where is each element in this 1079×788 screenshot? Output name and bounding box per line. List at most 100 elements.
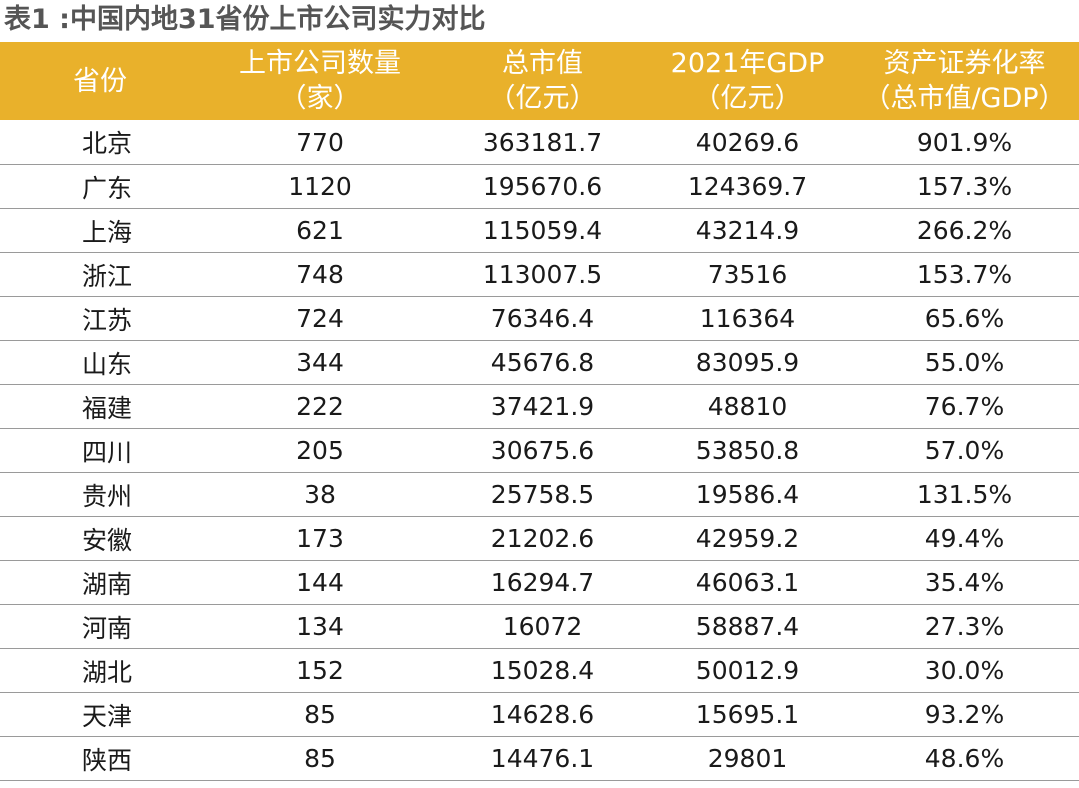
cell-market-cap: 14476.1 — [440, 736, 645, 781]
cell-province: 北京 — [0, 120, 200, 165]
cell-securitization-rate: 65.6% — [850, 296, 1079, 341]
cell-company-count: 152 — [200, 648, 440, 693]
cell-company-count: 85 — [200, 692, 440, 737]
cell-market-cap: 16072 — [440, 604, 645, 649]
cell-securitization-rate: 55.0% — [850, 340, 1079, 385]
cell-gdp: 15695.1 — [645, 692, 850, 737]
cell-company-count: 1120 — [200, 164, 440, 209]
cell-securitization-rate: 153.7% — [850, 252, 1079, 297]
cell-province: 广东 — [0, 164, 200, 209]
table-row: 北京 770 363181.7 40269.6 901.9% — [0, 120, 1079, 165]
header-company-count-unit: （家） — [279, 83, 361, 114]
cell-province: 贵州 — [0, 472, 200, 517]
cell-market-cap: 25758.5 — [440, 472, 645, 517]
header-company-count: 上市公司数量 （家） — [200, 42, 440, 120]
table-row: 福建 222 37421.9 48810 76.7% — [0, 384, 1079, 429]
cell-market-cap: 195670.6 — [440, 164, 645, 209]
cell-province: 河南 — [0, 604, 200, 649]
cell-province: 陕西 — [0, 736, 200, 781]
cell-gdp: 42959.2 — [645, 516, 850, 561]
header-province: 省份 — [0, 42, 200, 120]
cell-gdp: 58887.4 — [645, 604, 850, 649]
cell-securitization-rate: 27.3% — [850, 604, 1079, 649]
cell-market-cap: 21202.6 — [440, 516, 645, 561]
table-row: 山东 344 45676.8 83095.9 55.0% — [0, 340, 1079, 385]
cell-securitization-rate: 57.0% — [850, 428, 1079, 473]
cell-company-count: 144 — [200, 560, 440, 605]
header-market-cap-unit: （亿元） — [488, 83, 597, 114]
header-market-cap-label: 总市值 — [502, 48, 583, 79]
cell-company-count: 344 — [200, 340, 440, 385]
header-securitization-rate-formula: （总市值/GDP） — [863, 83, 1066, 114]
cell-company-count: 173 — [200, 516, 440, 561]
header-company-count-label: 上市公司数量 — [239, 48, 401, 79]
header-gdp-label: 2021年GDP — [670, 48, 825, 79]
cell-securitization-rate: 49.4% — [850, 516, 1079, 561]
cell-company-count: 770 — [200, 120, 440, 165]
cell-province: 天津 — [0, 692, 200, 737]
cell-market-cap: 16294.7 — [440, 560, 645, 605]
cell-gdp: 48810 — [645, 384, 850, 429]
cell-province: 江苏 — [0, 296, 200, 341]
cell-securitization-rate: 30.0% — [850, 648, 1079, 693]
header-gdp: 2021年GDP （亿元） — [645, 42, 850, 120]
cell-market-cap: 115059.4 — [440, 208, 645, 253]
header-row: 省份 上市公司数量 （家） 总市值 （亿元） 2021年GDP （亿元） 资产证… — [0, 42, 1079, 120]
table-row: 河南 134 16072 58887.4 27.3% — [0, 604, 1079, 649]
cell-securitization-rate: 901.9% — [850, 120, 1079, 165]
cell-gdp: 53850.8 — [645, 428, 850, 473]
cell-province: 湖南 — [0, 560, 200, 605]
table-row: 浙江 748 113007.5 73516 153.7% — [0, 252, 1079, 297]
cell-company-count: 38 — [200, 472, 440, 517]
cell-company-count: 222 — [200, 384, 440, 429]
cell-gdp: 40269.6 — [645, 120, 850, 165]
cell-company-count: 748 — [200, 252, 440, 297]
cell-gdp: 29801 — [645, 736, 850, 781]
cell-province: 福建 — [0, 384, 200, 429]
cell-securitization-rate: 266.2% — [850, 208, 1079, 253]
cell-province: 安徽 — [0, 516, 200, 561]
cell-province: 四川 — [0, 428, 200, 473]
cell-company-count: 724 — [200, 296, 440, 341]
cell-securitization-rate: 131.5% — [850, 472, 1079, 517]
cell-gdp: 83095.9 — [645, 340, 850, 385]
cell-gdp: 50012.9 — [645, 648, 850, 693]
cell-market-cap: 76346.4 — [440, 296, 645, 341]
table-row: 广东 1120 195670.6 124369.7 157.3% — [0, 164, 1079, 209]
cell-gdp: 124369.7 — [645, 164, 850, 209]
table-row: 上海 621 115059.4 43214.9 266.2% — [0, 208, 1079, 253]
cell-gdp: 73516 — [645, 252, 850, 297]
table-row: 安徽 173 21202.6 42959.2 49.4% — [0, 516, 1079, 561]
cell-company-count: 134 — [200, 604, 440, 649]
table-row: 湖南 144 16294.7 46063.1 35.4% — [0, 560, 1079, 605]
cell-company-count: 205 — [200, 428, 440, 473]
cell-securitization-rate: 48.6% — [850, 736, 1079, 781]
cell-securitization-rate: 76.7% — [850, 384, 1079, 429]
table-body: 北京 770 363181.7 40269.6 901.9% 广东 1120 1… — [0, 120, 1079, 781]
cell-gdp: 43214.9 — [645, 208, 850, 253]
cell-gdp: 116364 — [645, 296, 850, 341]
cell-market-cap: 30675.6 — [440, 428, 645, 473]
cell-gdp: 19586.4 — [645, 472, 850, 517]
cell-province: 山东 — [0, 340, 200, 385]
cell-market-cap: 14628.6 — [440, 692, 645, 737]
table-row: 四川 205 30675.6 53850.8 57.0% — [0, 428, 1079, 473]
cell-market-cap: 45676.8 — [440, 340, 645, 385]
cell-gdp: 46063.1 — [645, 560, 850, 605]
cell-securitization-rate: 35.4% — [850, 560, 1079, 605]
cell-province: 上海 — [0, 208, 200, 253]
header-securitization-rate-label: 资产证券化率 — [883, 48, 1046, 79]
cell-market-cap: 363181.7 — [440, 120, 645, 165]
cell-province: 湖北 — [0, 648, 200, 693]
table-row: 天津 85 14628.6 15695.1 93.2% — [0, 692, 1079, 737]
cell-securitization-rate: 157.3% — [850, 164, 1079, 209]
header-market-cap: 总市值 （亿元） — [440, 42, 645, 120]
table-row: 陕西 85 14476.1 29801 48.6% — [0, 736, 1079, 781]
table-header: 省份 上市公司数量 （家） 总市值 （亿元） 2021年GDP （亿元） 资产证… — [0, 42, 1079, 120]
header-gdp-unit: （亿元） — [693, 83, 802, 114]
province-comparison-table: 省份 上市公司数量 （家） 总市值 （亿元） 2021年GDP （亿元） 资产证… — [0, 42, 1079, 781]
cell-company-count: 621 — [200, 208, 440, 253]
table-row: 贵州 38 25758.5 19586.4 131.5% — [0, 472, 1079, 517]
cell-market-cap: 15028.4 — [440, 648, 645, 693]
table-title: 表1 :中国内地31省份上市公司实力对比 — [4, 4, 486, 35]
